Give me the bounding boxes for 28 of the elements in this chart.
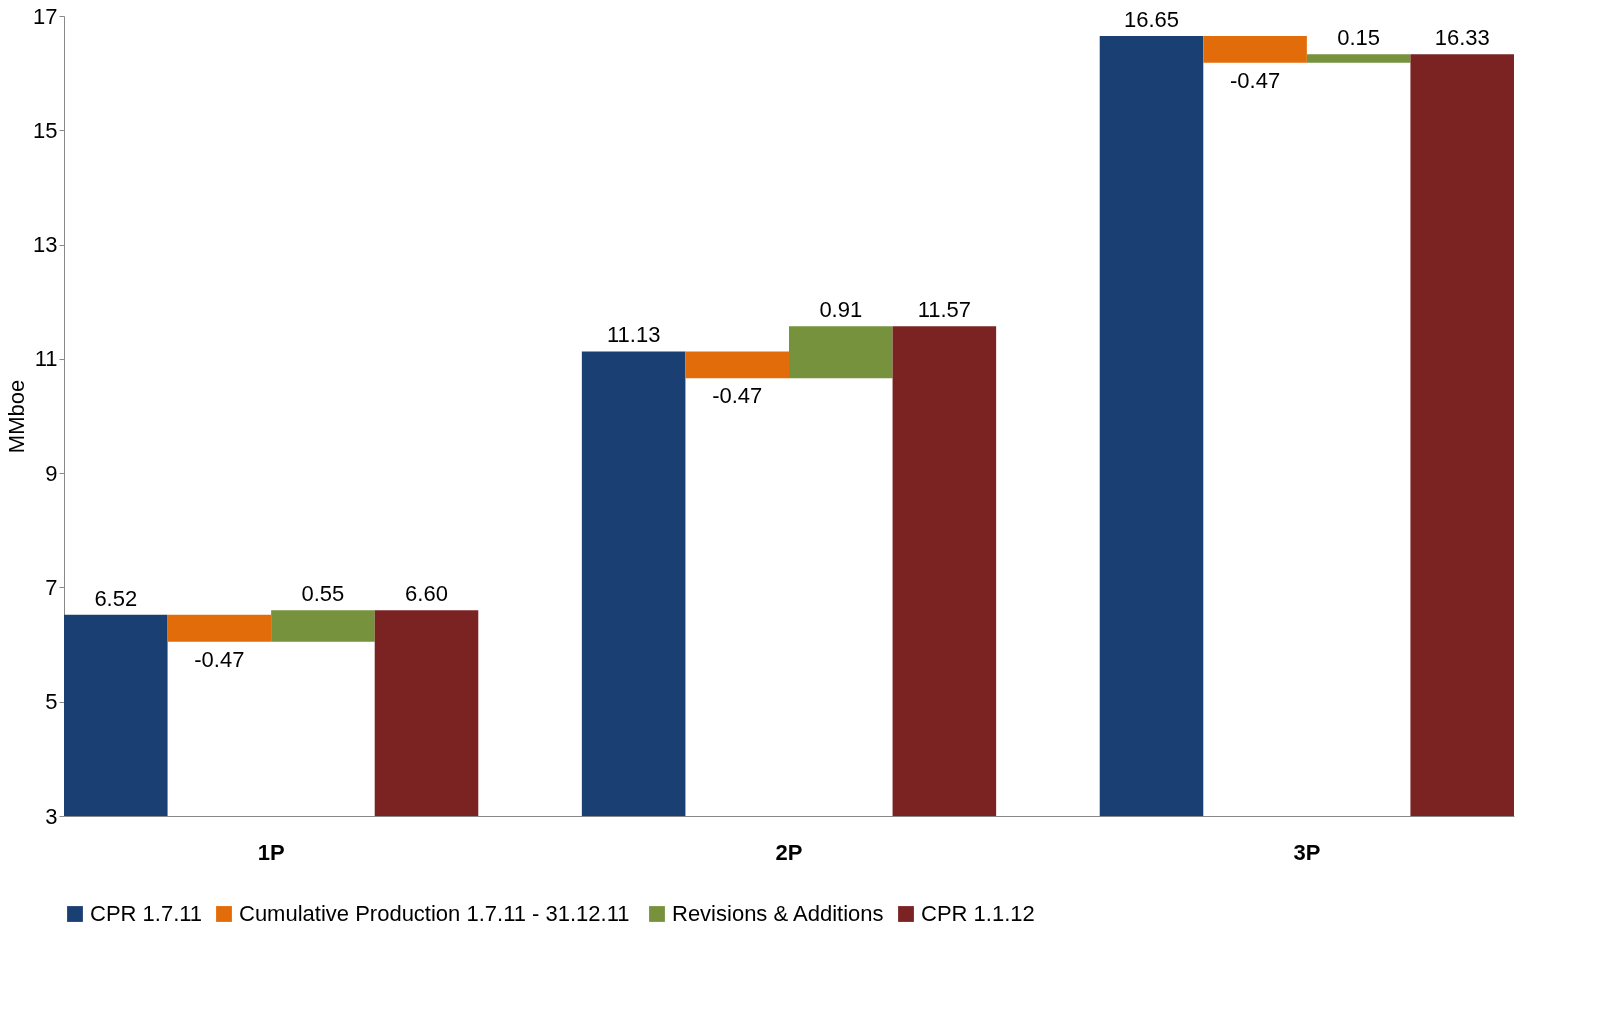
legend-label: Revisions & Additions bbox=[672, 901, 884, 926]
y-tick-label: 7 bbox=[45, 574, 58, 600]
y-tick-label: 3 bbox=[45, 803, 58, 829]
data-label: 11.57 bbox=[917, 297, 972, 323]
data-label: 0.15 bbox=[1337, 25, 1381, 51]
legend-label: CPR 1.7.11 bbox=[90, 901, 203, 926]
data-label: 6.60 bbox=[405, 581, 448, 607]
data-label: -0.47 bbox=[1229, 67, 1281, 93]
data-label: 0.55 bbox=[301, 581, 345, 607]
y-tick-label: 9 bbox=[45, 460, 58, 486]
data-label: -0.47 bbox=[712, 383, 763, 409]
data-label: 16.65 bbox=[1123, 7, 1180, 32]
data-label: 16.33 bbox=[1434, 25, 1490, 51]
y-tick-label: 5 bbox=[45, 689, 58, 715]
legend-label: CPR 1.1.12 bbox=[921, 901, 1035, 926]
x-tick-label: 1P bbox=[257, 839, 285, 865]
y-axis-title: MMboe bbox=[4, 379, 30, 454]
x-tick-label: 2P bbox=[775, 839, 803, 865]
y-tick-label: 11 bbox=[34, 346, 58, 372]
legend-label: Cumulative Production 1.7.11 - 31.12.11 bbox=[239, 901, 630, 926]
y-tick-label: 13 bbox=[33, 232, 58, 258]
data-label: 11.13 bbox=[606, 322, 661, 348]
data-label: 6.52 bbox=[94, 585, 138, 611]
y-tick-label: 17 bbox=[33, 3, 58, 29]
x-tick-label: 3P bbox=[1293, 839, 1321, 865]
data-label: 0.91 bbox=[819, 297, 863, 323]
y-tick-label: 15 bbox=[33, 117, 58, 143]
data-label: -0.47 bbox=[194, 646, 245, 672]
